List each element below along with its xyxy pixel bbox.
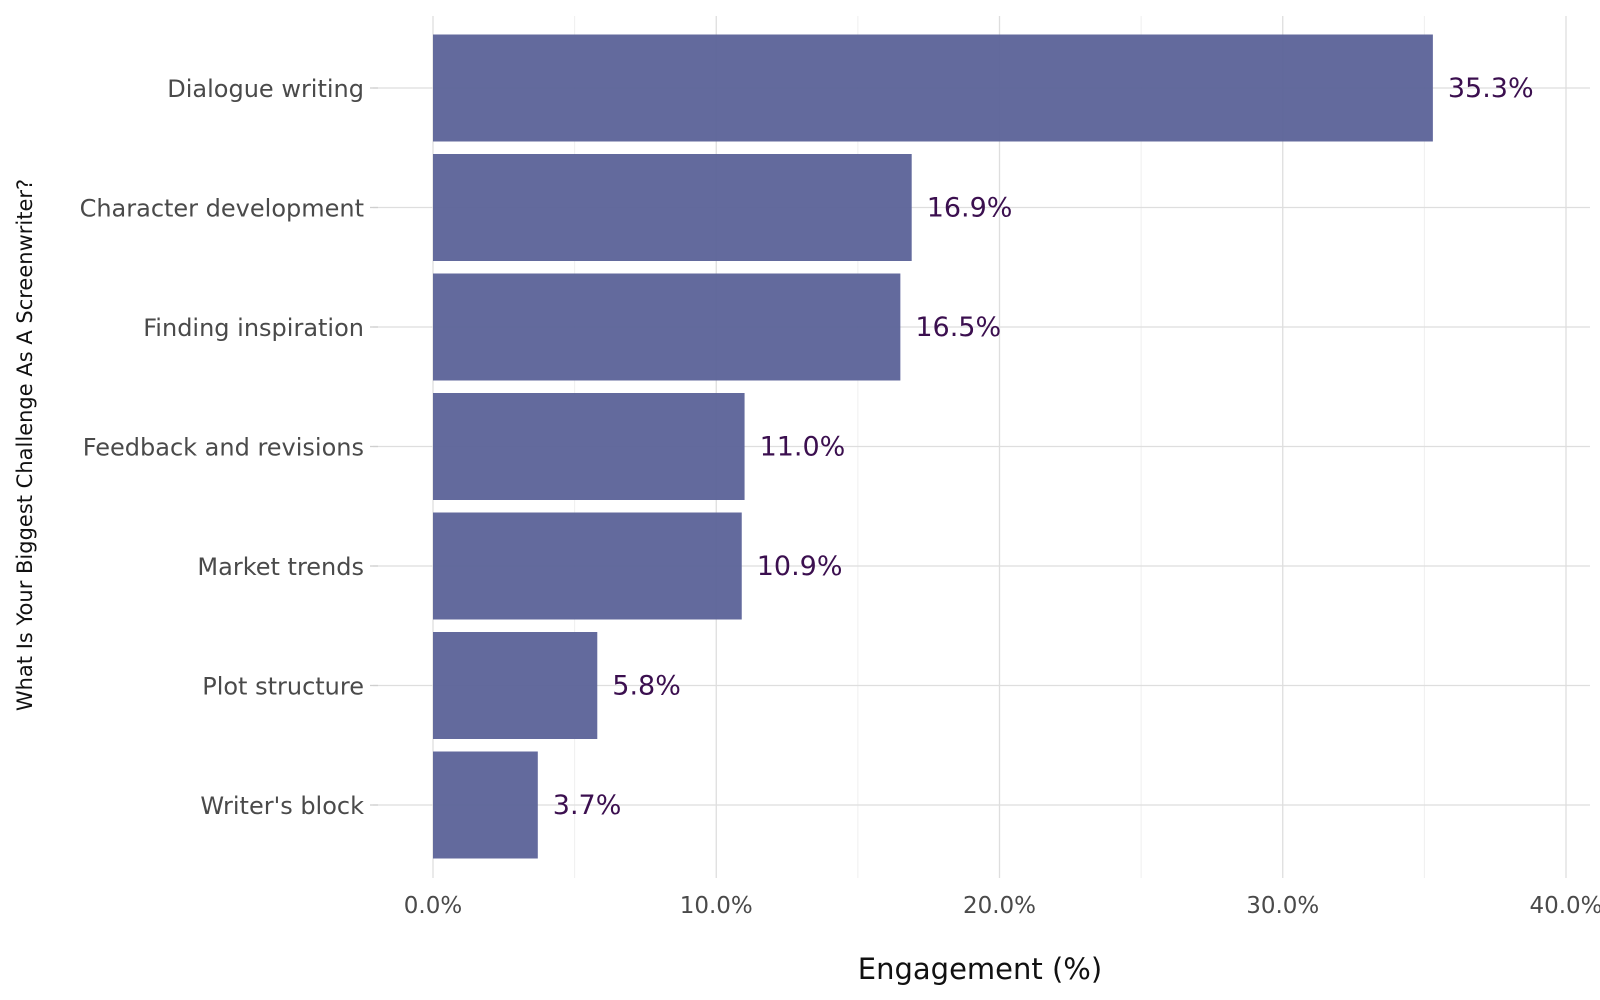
category-label: Feedback and revisions <box>83 434 364 462</box>
bar-value-label: 35.3% <box>1448 73 1534 104</box>
bar <box>433 751 538 859</box>
bar <box>433 393 745 500</box>
x-tick-label: 0.0% <box>404 893 462 919</box>
category-label: Dialogue writing <box>167 75 364 103</box>
x-tick-label: 20.0% <box>963 893 1036 919</box>
bar <box>433 34 1433 142</box>
bar-value-label: 3.7% <box>553 790 622 821</box>
category-label: Writer's block <box>200 792 364 820</box>
data-labels: 35.3% 16.9% 16.5% 11.0% 10.9% 5.8% 3.7% <box>553 73 1534 821</box>
x-tick-label: 10.0% <box>680 893 753 919</box>
x-tick-label: 40.0% <box>1529 893 1600 919</box>
bar <box>433 154 912 261</box>
category-label: Character development <box>80 195 364 223</box>
category-label: Market trends <box>197 553 364 581</box>
bar-value-label: 16.9% <box>927 193 1013 224</box>
x-tick-label: 30.0% <box>1246 893 1319 919</box>
bars <box>433 34 1433 859</box>
category-label: Finding inspiration <box>143 314 364 342</box>
x-axis-title: Engagement (%) <box>858 952 1102 986</box>
bar-value-label: 5.8% <box>612 671 681 702</box>
bar-value-label: 11.0% <box>760 432 846 463</box>
y-axis-title: What Is Your Biggest Challenge As A Scre… <box>13 179 37 711</box>
category-labels: Dialogue writing Character development Fin… <box>80 75 365 820</box>
category-label: Plot structure <box>202 673 364 701</box>
bar <box>433 273 901 381</box>
bar-value-label: 16.5% <box>915 312 1001 343</box>
x-tick-labels: 0.0% 10.0% 20.0% 30.0% 40.0% <box>404 893 1600 919</box>
bar-value-label: 10.9% <box>757 551 843 582</box>
bar <box>433 632 598 739</box>
bar <box>433 512 742 620</box>
